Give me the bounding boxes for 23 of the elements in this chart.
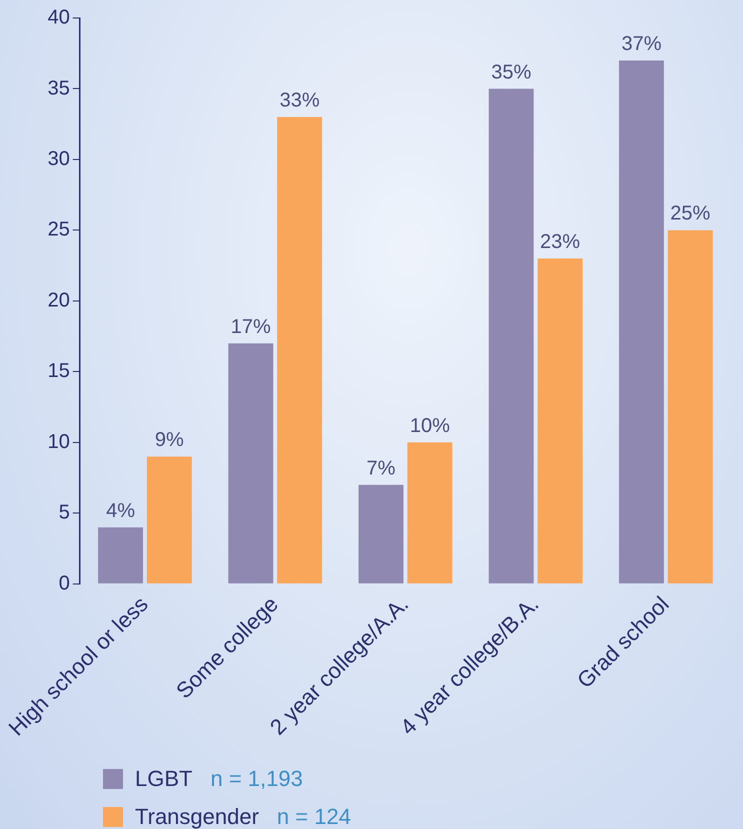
data-label: 23% [540, 231, 580, 254]
data-label: 25% [670, 202, 711, 225]
data-label: 17% [230, 316, 271, 338]
data-label: 4% [106, 500, 136, 522]
data-label: 37% [621, 32, 662, 55]
y-tick-label: 30 [48, 148, 70, 170]
y-tick-label: 20 [48, 289, 70, 312]
legend-label: Transgender [135, 804, 259, 829]
data-label: 7% [366, 457, 396, 480]
y-tick-label: 40 [48, 6, 70, 29]
legend-label: LGBT [135, 766, 192, 792]
y-tick-label: 5 [58, 502, 70, 524]
y-tick-label: 10 [48, 430, 70, 453]
y-tick-label: 0 [58, 572, 70, 594]
data-label: 35% [491, 61, 532, 84]
y-tick-label: 25 [48, 218, 70, 241]
text: n = 1,193 [210, 766, 303, 792]
data-label: 9% [154, 429, 184, 452]
y-tick-label: 15 [48, 360, 70, 382]
y-tick-label: 35 [48, 77, 70, 100]
data-label: 10% [410, 414, 450, 437]
data-label: 33% [280, 90, 320, 112]
text: n = 124 [276, 804, 351, 829]
